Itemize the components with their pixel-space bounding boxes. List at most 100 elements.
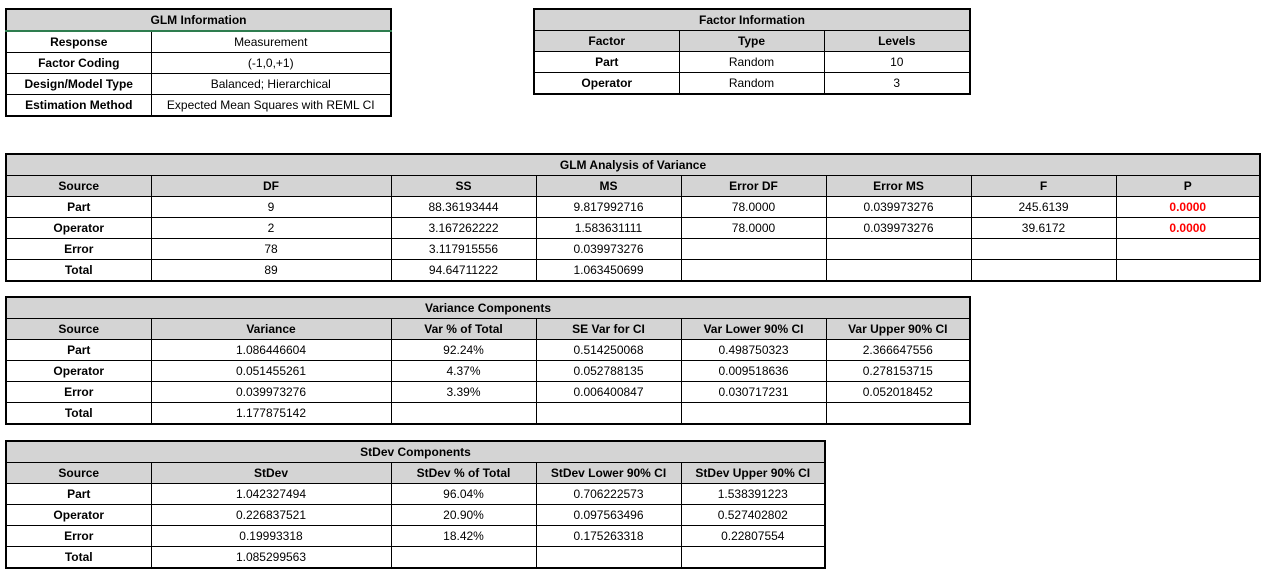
cell[interactable]: Random — [678, 51, 824, 73]
cell[interactable] — [390, 402, 536, 424]
cell[interactable]: Part — [5, 196, 151, 218]
cell[interactable]: 1.042327494 — [150, 483, 391, 505]
cell[interactable]: 89 — [150, 259, 391, 281]
cell[interactable]: 0.006400847 — [535, 381, 681, 403]
cell[interactable]: 88.36193444 — [390, 196, 536, 218]
cell[interactable]: 0.514250068 — [535, 339, 681, 361]
column-header[interactable]: SE Var for CI — [535, 318, 681, 340]
cell[interactable]: 0.226837521 — [150, 504, 391, 526]
cell[interactable]: 0.22807554 — [680, 525, 826, 547]
cell[interactable]: 39.6172 — [970, 217, 1116, 239]
cell[interactable]: 1.085299563 — [150, 546, 391, 568]
cell[interactable]: 0.19993318 — [150, 525, 391, 547]
column-header[interactable]: Variance — [150, 318, 391, 340]
cell[interactable]: Total — [5, 546, 151, 568]
factor-information-title[interactable]: Factor Information — [533, 9, 971, 31]
cell[interactable]: Operator — [5, 360, 151, 382]
cell[interactable] — [1115, 238, 1261, 260]
column-header[interactable]: Levels — [823, 30, 971, 52]
cell[interactable]: 1.538391223 — [680, 483, 826, 505]
cell[interactable]: 0.527402802 — [680, 504, 826, 526]
cell[interactable] — [390, 546, 536, 568]
column-header[interactable]: Factor — [533, 30, 679, 52]
cell[interactable]: 245.6139 — [970, 196, 1116, 218]
cell[interactable]: 78.0000 — [680, 196, 826, 218]
cell[interactable]: Operator — [5, 217, 151, 239]
cell[interactable]: Error — [5, 381, 151, 403]
cell[interactable] — [535, 402, 681, 424]
cell[interactable]: Balanced; Hierarchical — [150, 73, 391, 95]
cell[interactable]: Total — [5, 259, 151, 281]
cell[interactable]: 2.366647556 — [825, 339, 971, 361]
cell[interactable] — [1115, 259, 1261, 281]
column-header[interactable]: MS — [535, 175, 681, 197]
cell[interactable] — [535, 546, 681, 568]
cell[interactable]: 1.177875142 — [150, 402, 391, 424]
column-header[interactable]: Var Lower 90% CI — [680, 318, 826, 340]
column-header[interactable]: Source — [5, 462, 151, 484]
cell[interactable]: 96.04% — [390, 483, 536, 505]
cell[interactable]: (-1,0,+1) — [150, 52, 391, 74]
column-header[interactable]: Error DF — [680, 175, 826, 197]
cell[interactable]: 0.052788135 — [535, 360, 681, 382]
cell[interactable]: 18.42% — [390, 525, 536, 547]
column-header[interactable]: P — [1115, 175, 1261, 197]
column-header[interactable]: StDev — [150, 462, 391, 484]
cell[interactable]: 0.097563496 — [535, 504, 681, 526]
cell[interactable]: Expected Mean Squares with REML CI — [150, 94, 391, 116]
cell[interactable] — [680, 238, 826, 260]
cell[interactable] — [680, 402, 826, 424]
cell[interactable]: Operator — [533, 72, 679, 94]
cell[interactable]: 0.039973276 — [825, 196, 971, 218]
cell[interactable] — [970, 238, 1116, 260]
cell[interactable]: 9.817992716 — [535, 196, 681, 218]
column-header[interactable]: StDev Upper 90% CI — [680, 462, 826, 484]
p-value-cell[interactable]: 0.0000 — [1115, 217, 1261, 239]
cell[interactable]: 20.90% — [390, 504, 536, 526]
cell[interactable]: 2 — [150, 217, 391, 239]
cell[interactable]: Error — [5, 525, 151, 547]
column-header[interactable]: StDev % of Total — [390, 462, 536, 484]
cell[interactable]: Estimation Method — [5, 94, 151, 116]
cell[interactable]: 3.117915556 — [390, 238, 536, 260]
cell[interactable]: 92.24% — [390, 339, 536, 361]
cell[interactable] — [680, 259, 826, 281]
cell[interactable] — [970, 259, 1116, 281]
column-header[interactable]: Source — [5, 175, 151, 197]
cell[interactable]: 1.063450699 — [535, 259, 681, 281]
cell[interactable]: 0.498750323 — [680, 339, 826, 361]
cell[interactable]: 0.039973276 — [150, 381, 391, 403]
cell[interactable]: 0.706222573 — [535, 483, 681, 505]
cell[interactable]: Factor Coding — [5, 52, 151, 74]
cell[interactable]: 1.583631111 — [535, 217, 681, 239]
cell[interactable]: Part — [533, 51, 679, 73]
column-header[interactable]: Var Upper 90% CI — [825, 318, 971, 340]
cell[interactable]: 0.051455261 — [150, 360, 391, 382]
cell[interactable] — [680, 546, 826, 568]
cell[interactable]: Operator — [5, 504, 151, 526]
column-header[interactable]: Type — [678, 30, 824, 52]
p-value-cell[interactable]: 0.0000 — [1115, 196, 1261, 218]
column-header[interactable]: StDev Lower 90% CI — [535, 462, 681, 484]
cell[interactable]: 3.39% — [390, 381, 536, 403]
column-header[interactable]: SS — [390, 175, 536, 197]
anova-title[interactable]: GLM Analysis of Variance — [5, 154, 1261, 176]
cell[interactable]: Error — [5, 238, 151, 260]
cell[interactable]: 78.0000 — [680, 217, 826, 239]
column-header[interactable]: Error MS — [825, 175, 971, 197]
cell[interactable]: 0.009518636 — [680, 360, 826, 382]
column-header[interactable]: Source — [5, 318, 151, 340]
cell[interactable]: 0.030717231 — [680, 381, 826, 403]
glm-information-title[interactable]: GLM Information — [5, 9, 391, 32]
cell[interactable]: 0.052018452 — [825, 381, 971, 403]
variance-components-title[interactable]: Variance Components — [5, 297, 971, 319]
cell[interactable]: Response — [5, 30, 151, 53]
cell[interactable]: 3 — [823, 72, 971, 94]
cell[interactable] — [825, 259, 971, 281]
cell[interactable]: 10 — [823, 51, 971, 73]
cell[interactable]: 0.278153715 — [825, 360, 971, 382]
cell[interactable]: 0.039973276 — [535, 238, 681, 260]
cell[interactable] — [825, 402, 971, 424]
cell[interactable]: 0.175263318 — [535, 525, 681, 547]
cell[interactable]: 3.167262222 — [390, 217, 536, 239]
